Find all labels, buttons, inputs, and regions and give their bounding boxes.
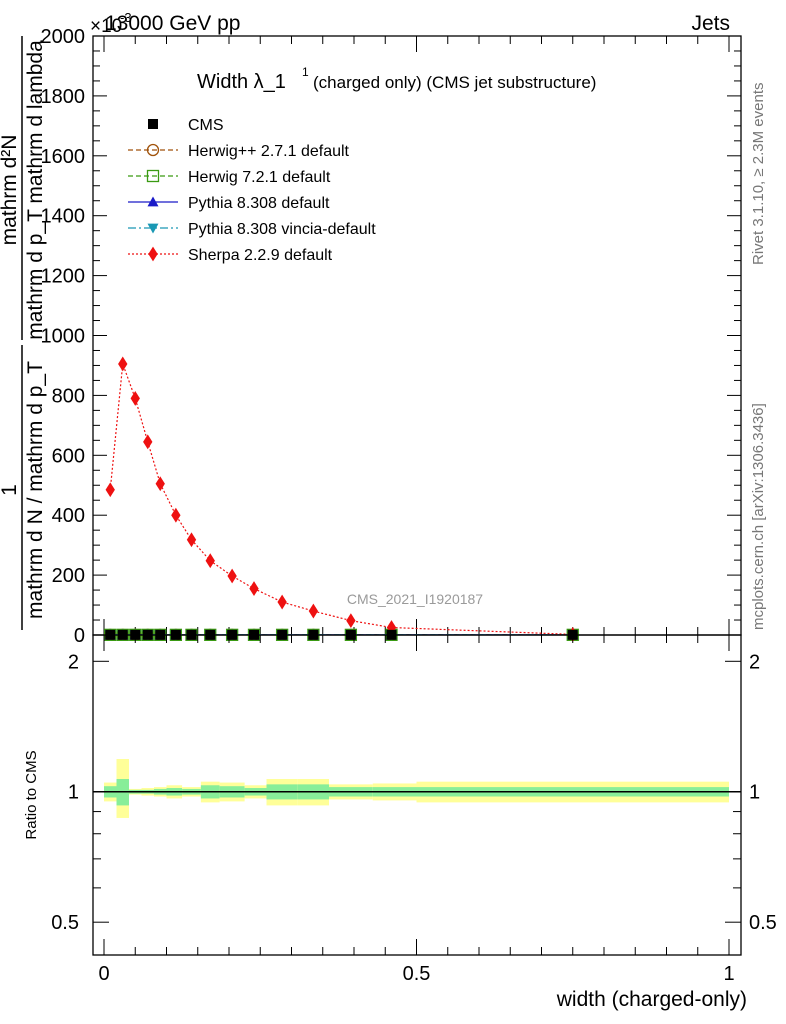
data-point bbox=[227, 568, 237, 584]
legend-label: Pythia 8.308 default bbox=[188, 195, 330, 212]
process-label: Jets bbox=[691, 12, 730, 35]
exponent-base: ×10 bbox=[90, 16, 122, 37]
exponent-power: -3 bbox=[120, 10, 132, 25]
y-label-den: mathrm d p_T mathrm d lambda bbox=[24, 40, 47, 340]
ratio-tick-label: 0.5 bbox=[51, 912, 79, 934]
ratio-bands bbox=[104, 759, 729, 818]
legend-item: Pythia 8.308 default bbox=[128, 195, 330, 212]
legend-marker bbox=[146, 169, 160, 183]
ratio-tick-label-right: 2 bbox=[749, 651, 760, 673]
y-label-prefix-num: 1 bbox=[0, 484, 21, 496]
data-point bbox=[105, 482, 115, 498]
data-point bbox=[130, 390, 140, 406]
data-point bbox=[308, 603, 319, 619]
data-point bbox=[171, 507, 181, 523]
legend-label: Pythia 8.308 vincia-default bbox=[188, 221, 376, 238]
x-tick-label: 0 bbox=[98, 963, 109, 985]
y-tick-label: 400 bbox=[52, 505, 85, 527]
y-label-prefix-den: mathrm d N / mathrm d p_T bbox=[24, 361, 47, 619]
legend-label: Sherpa 2.2.9 default bbox=[188, 247, 333, 264]
legend-marker bbox=[146, 143, 160, 157]
legend: CMS Herwig++ 2.7.1 default Herwig 7.2.1 de… bbox=[128, 117, 376, 264]
y-tick-label: 1800 bbox=[41, 86, 86, 108]
mcplots-label: mcplots.cern.ch [arXiv:1306.3436] bbox=[750, 403, 767, 630]
y-tick-label: 2000 bbox=[41, 26, 86, 48]
ratio-y-ticks: 0.5 0.5 1 1 2 2 bbox=[51, 651, 777, 934]
legend-marker bbox=[147, 223, 159, 234]
legend-label: Herwig 7.2.1 default bbox=[188, 169, 331, 186]
y-tick-label: 800 bbox=[52, 385, 85, 407]
legend-marker bbox=[148, 246, 158, 262]
y-axis-label: 1 mathrm d N / mathrm d p_T mathrm d²N m… bbox=[0, 36, 47, 630]
y-tick-label: 1200 bbox=[41, 266, 86, 288]
series-5 bbox=[105, 356, 578, 642]
x-axis-label: width (charged-only) bbox=[556, 988, 747, 1011]
legend-label: Herwig++ 2.7.1 default bbox=[188, 143, 350, 160]
ratio-x-ticks: 0 0.5 1 bbox=[98, 635, 735, 985]
main-y-ticks: 0 200 400 600 800 1000 1200 1400 1600 1800 2000 bbox=[41, 26, 741, 647]
y-tick-label: 1400 bbox=[41, 206, 86, 228]
legend-item: Sherpa 2.2.9 default bbox=[128, 246, 333, 264]
series-line bbox=[109, 363, 573, 636]
y-tick-label: 600 bbox=[52, 445, 85, 467]
data-point bbox=[346, 613, 356, 629]
legend-marker bbox=[147, 196, 159, 207]
data-point bbox=[155, 476, 165, 492]
data-point bbox=[118, 356, 128, 372]
legend-item: Pythia 8.308 vincia-default bbox=[128, 221, 376, 238]
x-tick-label: 1 bbox=[723, 963, 734, 985]
y-tick-label: 1000 bbox=[41, 326, 86, 348]
y-tick-label: 0 bbox=[74, 625, 85, 647]
title-main: Width λ_1 bbox=[197, 71, 286, 93]
legend-label: CMS bbox=[188, 117, 224, 134]
y-label-num: mathrm d²N bbox=[0, 135, 21, 246]
x-tick-label: 0.5 bbox=[403, 963, 431, 985]
data-point bbox=[205, 553, 215, 569]
ratio-tick-label-right: 0.5 bbox=[749, 912, 777, 934]
legend-item: Herwig++ 2.7.1 default bbox=[128, 143, 350, 160]
rivet-label: Rivet 3.1.10, ≥ 2.3M events bbox=[750, 83, 767, 266]
energy-label: 13000 GeV pp bbox=[105, 12, 240, 35]
ratio-y-label: Ratio to CMS bbox=[23, 750, 40, 839]
ratio-tick-label: 2 bbox=[68, 651, 79, 673]
legend-item: Herwig 7.2.1 default bbox=[128, 169, 331, 186]
y-tick-label: 200 bbox=[52, 565, 85, 587]
title-sup: 1 bbox=[302, 65, 309, 79]
chart-title: Width λ_1 1 (charged only) (CMS jet subs… bbox=[197, 65, 596, 93]
data-point bbox=[143, 434, 153, 450]
data-point bbox=[277, 594, 287, 610]
ratio-tick-label-right: 1 bbox=[749, 782, 760, 804]
y-tick-label: 1600 bbox=[41, 146, 86, 168]
legend-marker bbox=[148, 119, 158, 129]
legend-item: CMS bbox=[148, 117, 224, 134]
series-layer bbox=[104, 356, 579, 642]
title-rest: (charged only) (CMS jet substructure) bbox=[313, 73, 596, 92]
data-point bbox=[186, 532, 197, 548]
analysis-label: CMS_2021_I1920187 bbox=[347, 591, 483, 607]
ratio-tick-label: 1 bbox=[68, 782, 79, 804]
exponent-label: ×10 -3 bbox=[90, 10, 132, 37]
data-point bbox=[249, 581, 259, 597]
